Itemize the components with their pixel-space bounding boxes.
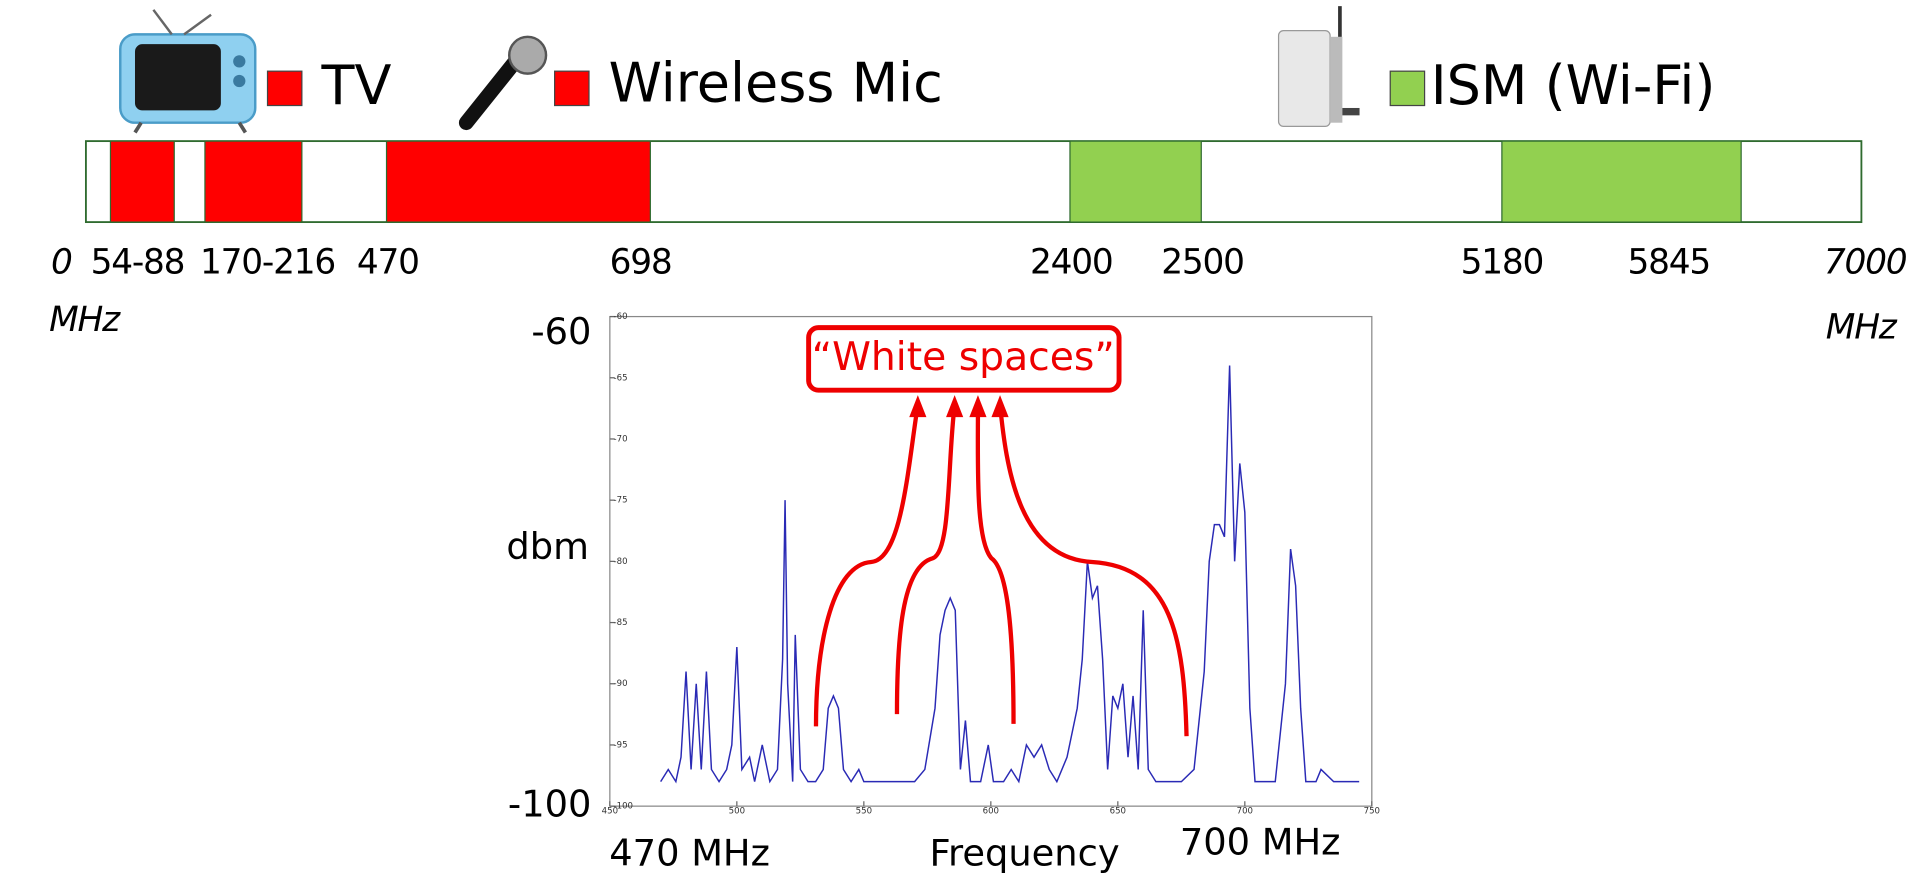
band <box>1070 141 1201 222</box>
band-label: 470 <box>357 242 419 282</box>
y-tick-label: -80 <box>614 557 628 567</box>
y-tick-label: -95 <box>614 740 628 750</box>
annotation: “White spaces” <box>812 335 1115 380</box>
y-axis-label: dbm <box>506 525 589 568</box>
band <box>387 141 651 222</box>
band <box>1502 141 1741 222</box>
unit-label: MHz <box>49 300 121 340</box>
x-end-label: 470 MHz <box>609 832 770 875</box>
y-end-label: -100 <box>508 783 592 826</box>
legend-swatch <box>268 71 302 105</box>
band-label: 698 <box>610 242 672 282</box>
x-tick-label: 600 <box>983 807 999 817</box>
legend-swatch <box>1390 71 1424 105</box>
slide: TV Wireless Mic ISM (Wi-Fi) MHz MHz -60 … <box>0 0 1924 878</box>
legend-label: ISM (Wi-Fi) <box>1431 54 1716 117</box>
x-tick-label: 450 <box>602 807 618 817</box>
tv-icon <box>120 10 255 133</box>
x-tick-label: 650 <box>1110 807 1126 817</box>
x-tick-label: 550 <box>856 807 872 817</box>
band-label: 170-216 <box>200 242 335 282</box>
y-tick-label: -60 <box>614 312 628 322</box>
y-tick-label: -65 <box>614 373 628 383</box>
band-label: 2500 <box>1161 242 1244 282</box>
legend-label: TV <box>321 54 392 117</box>
band-label: 0 <box>51 242 72 282</box>
x-tick-label: 700 <box>1237 807 1253 817</box>
x-end-label: 700 MHz <box>1180 821 1341 864</box>
band <box>205 141 302 222</box>
legend-swatch <box>555 71 589 105</box>
band-label: 7000 <box>1824 242 1907 282</box>
band-label: 5180 <box>1461 242 1544 282</box>
x-axis-label: Frequency <box>930 832 1120 875</box>
y-tick-label: -75 <box>614 496 628 506</box>
band <box>110 141 174 222</box>
band-label: 54-88 <box>91 242 185 282</box>
router-icon <box>1279 6 1360 126</box>
y-tick-label: -70 <box>614 434 628 444</box>
legend-label: Wireless Mic <box>609 52 943 115</box>
y-end-label: -60 <box>531 310 591 353</box>
mic-icon <box>466 37 546 123</box>
x-tick-label: 500 <box>729 807 745 817</box>
y-tick-label: -90 <box>614 679 628 689</box>
y-tick-label: -85 <box>614 618 628 628</box>
band-label: 5845 <box>1628 242 1711 282</box>
unit-label: MHz <box>1826 307 1898 347</box>
x-tick-label: 750 <box>1364 807 1380 817</box>
band-label: 2400 <box>1030 242 1113 282</box>
